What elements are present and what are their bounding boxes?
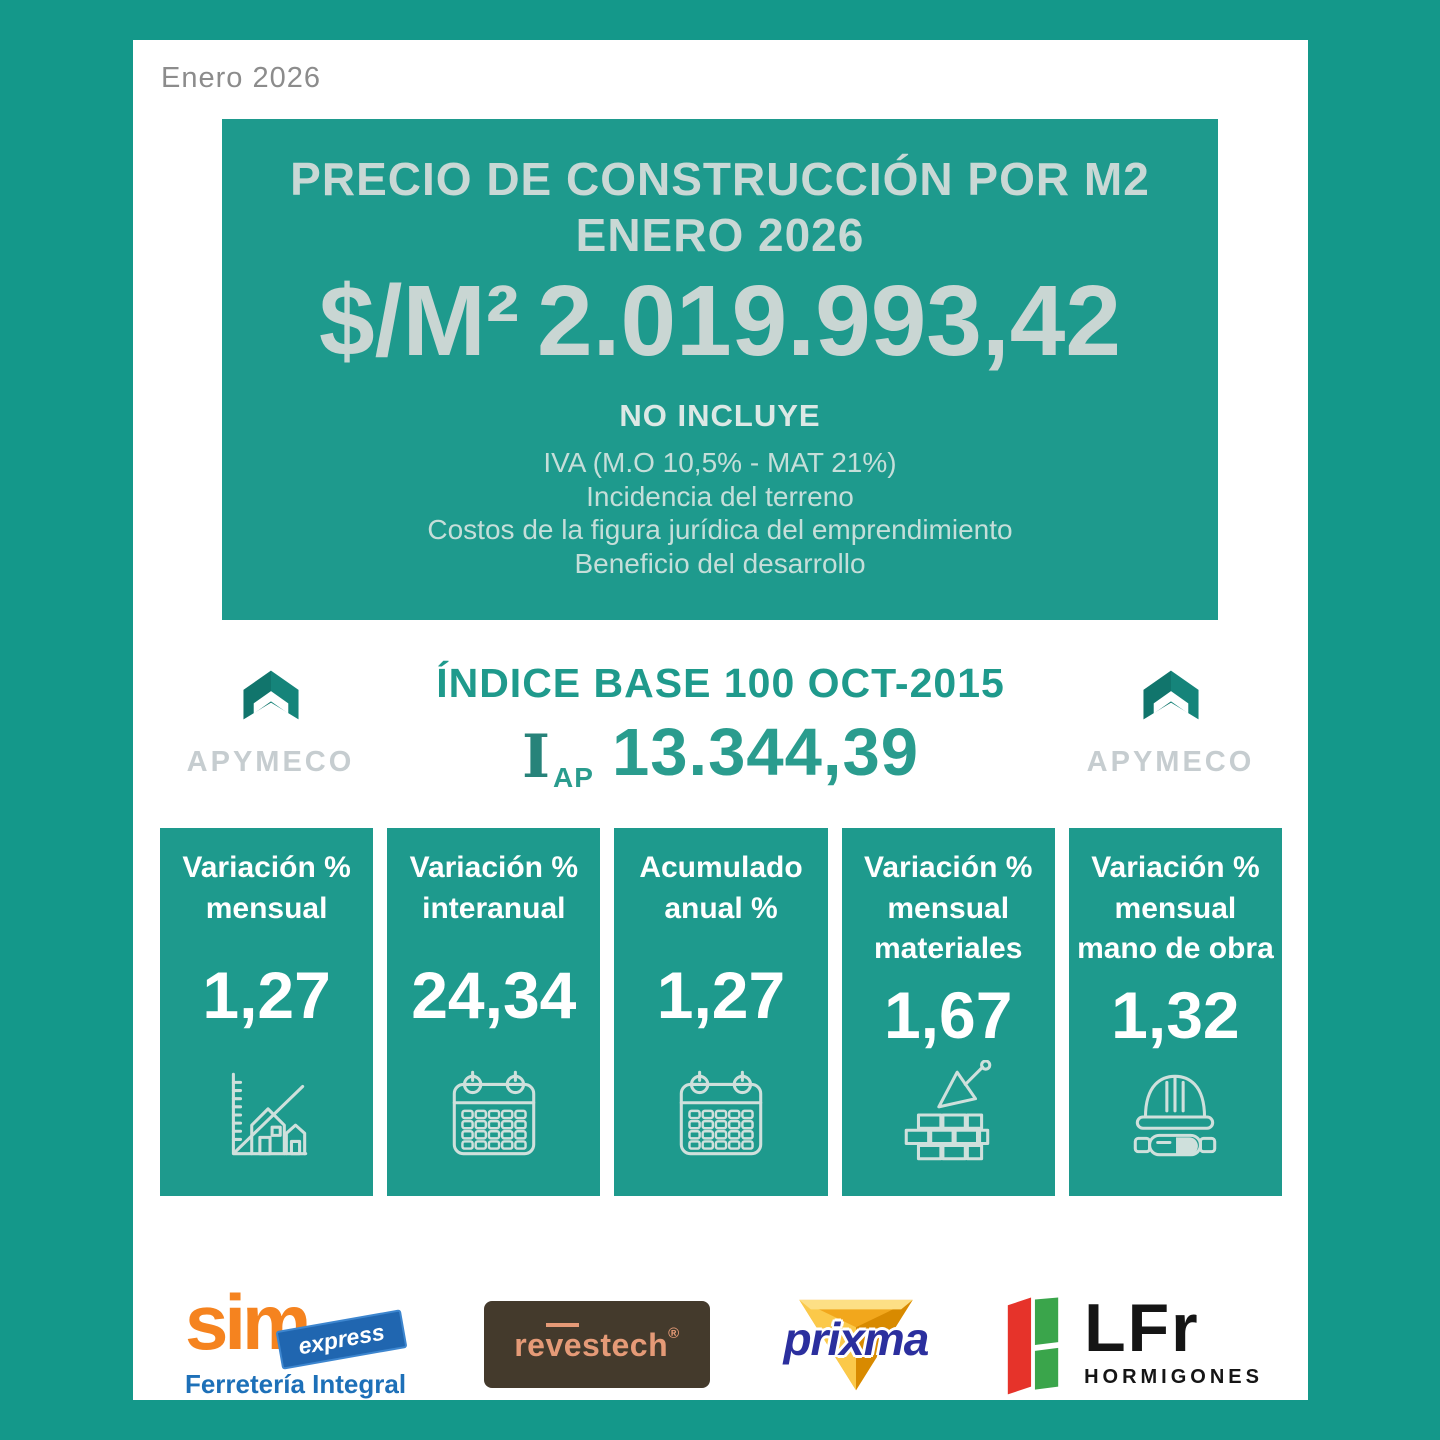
price-unit: $/M² (319, 265, 520, 378)
stat-value: 1,27 (656, 957, 786, 1032)
apymeco-wordmark: APYMECO (1086, 746, 1255, 778)
infographic-card: Enero 2026 PRECIO DE CONSTRUCCIÓN POR M2… (133, 40, 1308, 1400)
revestech-text-macron: ve (545, 1323, 583, 1363)
calendar-icon (665, 1060, 777, 1172)
stat-card-mensual-materiales: Variación % mensual materiales 1,67 (841, 828, 1055, 1196)
lfr-wordmark: LFr (1084, 1290, 1200, 1367)
stats-row: Variación % mensual 1,27 (160, 828, 1283, 1196)
price-banner: PRECIO DE CONSTRUCCIÓN POR M2 ENERO 2026… (222, 119, 1218, 620)
lfr-mark-icon (1007, 1297, 1059, 1394)
index-section: APYMECO ÍNDICE BASE 100 OCT-2015 I AP 13.3… (133, 652, 1308, 792)
stat-card-mano-de-obra: Variación % mensual mano de obra 1,32 (1068, 828, 1283, 1196)
growth-chart-icon (211, 1060, 323, 1172)
banner-title: PRECIO DE CONSTRUCCIÓN POR M2 ENERO 2026 (222, 151, 1218, 263)
not-included-item: Beneficio del desarrollo (574, 548, 866, 579)
apymeco-wordmark: APYMECO (186, 746, 355, 778)
stat-value: 1,32 (1111, 977, 1240, 1052)
index-value-row: I AP 13.344,39 (431, 719, 1011, 792)
prixma-logo: prixma (781, 1282, 931, 1400)
registered-mark: ® (668, 1325, 680, 1342)
not-included-item: Incidencia del terreno (586, 480, 854, 512)
not-included-list: IVA (M.O 10,5% - MAT 21%) Incidencia del… (222, 446, 1218, 580)
apymeco-logo-left: APYMECO (151, 652, 391, 779)
stat-label: Variación % mensual mano de obra (1077, 851, 1274, 965)
lfr-logo: LFr HORMIGONES (1002, 1290, 1263, 1400)
index-value: 13.344,39 (611, 715, 920, 790)
stat-card-variacion-interanual: Variación % interanual 24,34 (387, 828, 601, 1196)
index-title: ÍNDICE BASE 100 OCT-2015 (436, 660, 1005, 706)
date-label: Enero 2026 (161, 62, 321, 94)
stat-value: 1,27 (202, 957, 331, 1032)
sim-express-logo: sim express Ferretería Integral (178, 1283, 413, 1400)
stat-value: 24,34 (411, 957, 577, 1032)
stat-label: Variación % mensual (182, 851, 351, 925)
stat-label: Acumulado anual % (639, 851, 803, 925)
revestech-text-part: stech (582, 1327, 669, 1363)
prixma-triangle-icon (799, 1299, 913, 1391)
stat-label: Variación % mensual materiales (864, 851, 1033, 965)
stat-label: Variación % interanual (409, 851, 579, 925)
prixma-wordmark: prixma (783, 1313, 929, 1365)
banner-title-line1: PRECIO DE CONSTRUCCIÓN POR M2 (290, 153, 1150, 205)
apymeco-chevron-icon (242, 670, 299, 720)
not-included-item: IVA (M.O 10,5% - MAT 21%) (543, 447, 897, 479)
calendar-icon (438, 1060, 550, 1172)
sim-tagline: Ferretería Integral (184, 1369, 407, 1400)
index-symbol: I (521, 722, 551, 792)
index-center: ÍNDICE BASE 100 OCT-2015 I AP 13.344,39 (431, 652, 1011, 792)
not-included-title: NO INCLUYE (619, 398, 821, 434)
revestech-wordmark: revestech® (514, 1323, 680, 1363)
price-value: 2.019.993,42 (537, 265, 1121, 378)
lfr-tagline: HORMIGONES (1084, 1365, 1263, 1388)
banner-title-line2: ENERO 2026 (575, 209, 865, 262)
sponsors-row: sim express Ferretería Integral revestec… (178, 1272, 1263, 1400)
apymeco-logo-right: APYMECO (1051, 652, 1291, 779)
revestech-text-part: re (514, 1327, 546, 1363)
hardhat-goggles-icon (1119, 1060, 1231, 1172)
revestech-box: revestech® (484, 1301, 710, 1388)
index-symbol-subscript: AP (553, 762, 594, 793)
not-included-item: Costos de la figura jurídica del emprend… (427, 514, 1013, 546)
revestech-logo: revestech® (484, 1301, 710, 1388)
price-per-m2: $/M² 2.019.993,42 (222, 269, 1218, 374)
stat-card-acumulado-anual: Acumulado anual % 1,27 (614, 828, 828, 1196)
stat-card-variacion-mensual: Variación % mensual 1,27 (160, 828, 374, 1196)
apymeco-chevron-icon (1142, 670, 1199, 720)
trowel-bricks-icon (892, 1059, 1004, 1172)
stat-value: 1,67 (883, 977, 1013, 1052)
